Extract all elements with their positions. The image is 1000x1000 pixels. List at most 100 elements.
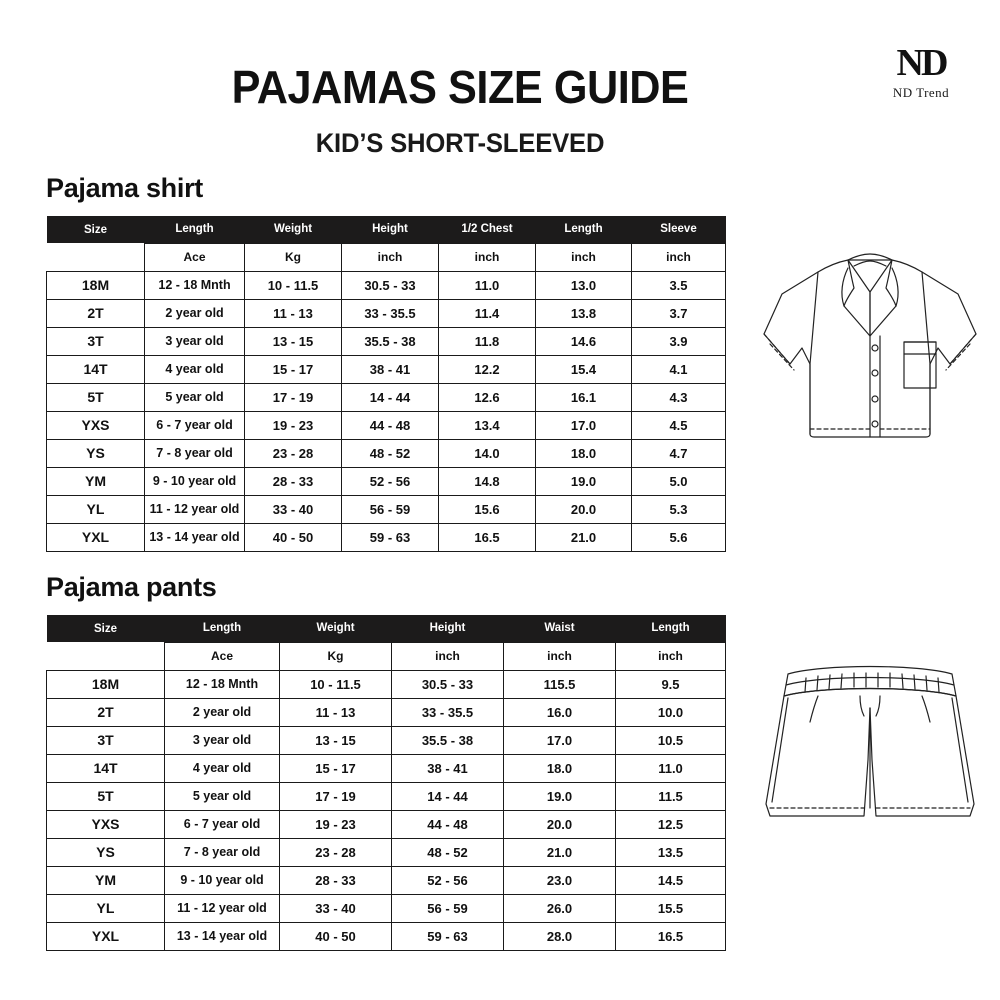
shirt-data-cell: 56 - 59 — [341, 494, 439, 524]
shirt-data-cell: 6 - 7 year old — [144, 410, 245, 440]
shirt-data-cell: 19 - 23 — [244, 410, 342, 440]
brand-logo: ND ND Trend — [866, 44, 976, 99]
pants-data-cell: 115.5 — [503, 669, 616, 699]
shirt-column-header: Size — [46, 216, 145, 243]
pants-data-cell: 33 - 40 — [279, 893, 392, 923]
pants-data-cell: 28.0 — [503, 921, 616, 951]
shirt-size-cell: 5T — [46, 382, 145, 412]
pants-data-cell: 35.5 - 38 — [391, 725, 504, 755]
pants-table-row: 18M 12 - 18 Mnth 10 - 11.5 30.5 - 33 115.5 9.… — [46, 669, 726, 699]
pants-table-head: Size Length Weight Height Waist Length — [46, 615, 726, 642]
pants-data-cell: 14.5 — [615, 865, 726, 895]
shirt-data-cell: 9 - 10 year old — [144, 466, 245, 496]
shirt-data-cell: 21.0 — [535, 522, 632, 552]
brand-monogram-icon: ND — [896, 42, 949, 84]
pants-data-cell: 9 - 10 year old — [164, 865, 280, 895]
shirt-data-cell: 13.0 — [535, 270, 632, 300]
pants-data-cell: 10.0 — [615, 697, 726, 727]
pants-data-cell: 9.5 — [615, 669, 726, 699]
shirt-data-cell: 13 - 15 — [244, 326, 342, 356]
pants-table-row: 5T 5 year old 17 - 19 14 - 44 19.0 11.5 — [46, 781, 726, 811]
pants-data-cell: 12.5 — [615, 809, 726, 839]
pajama-shirt-illustration — [752, 236, 988, 472]
shirt-data-cell: 18.0 — [535, 438, 632, 468]
shirt-data-cell: 11 - 13 — [244, 298, 342, 328]
shirt-data-cell: 16.5 — [438, 522, 536, 552]
pants-data-cell: 33 - 35.5 — [391, 697, 504, 727]
pants-data-cell: 11.0 — [615, 753, 726, 783]
pants-data-cell: 11.5 — [615, 781, 726, 811]
pants-size-cell: 3T — [46, 725, 165, 755]
shirt-data-cell: 11.0 — [438, 270, 536, 300]
pants-column-header: Size — [46, 615, 165, 642]
pants-column-header: Weight — [279, 615, 392, 642]
shirt-data-cell: 4.5 — [631, 410, 726, 440]
pants-table-row: YXL 13 - 14 year old 40 - 50 59 - 63 28.0 16.… — [46, 921, 726, 951]
pants-column-header: Length — [615, 615, 726, 642]
shirt-data-cell: 7 - 8 year old — [144, 438, 245, 468]
shirt-data-cell: 17 - 19 — [244, 382, 342, 412]
pants-table-row: YL 11 - 12 year old 33 - 40 56 - 59 26.0 15.5 — [46, 893, 726, 923]
pants-data-cell: 44 - 48 — [391, 809, 504, 839]
shirt-column-header: 1/2 Chest — [438, 216, 536, 243]
pants-data-cell: 7 - 8 year old — [164, 837, 280, 867]
pants-header-row: Size Length Weight Height Waist Length — [46, 615, 726, 642]
shirt-size-cell: 3T — [46, 326, 145, 356]
shirt-data-cell: 13.8 — [535, 298, 632, 328]
shirt-data-cell: 4.1 — [631, 354, 726, 384]
shirt-data-cell: 20.0 — [535, 494, 632, 524]
shirt-data-cell: 33 - 40 — [244, 494, 342, 524]
brand-name: ND Trend — [892, 85, 950, 100]
shirt-data-cell: 17.0 — [535, 410, 632, 440]
shirt-size-cell: 18M — [46, 270, 145, 300]
pants-table-body: Ace Kg inch inch inch 18M 12 - 18 Mnth 10 - 11.… — [46, 641, 726, 951]
shirt-column-header: Height — [341, 216, 439, 243]
shirt-header-row: Size Length Weight Height 1/2 Chest Length Sle… — [46, 216, 726, 243]
pajama-shirt-size-table: Size Length Weight Height 1/2 Chest Length Sle… — [46, 216, 726, 552]
pants-data-cell: 10.5 — [615, 725, 726, 755]
shirt-data-cell: 14.0 — [438, 438, 536, 468]
pants-data-cell: 28 - 33 — [279, 865, 392, 895]
shirt-table-row: 18M 12 - 18 Mnth 10 - 11.5 30.5 - 33 11.0 13.… — [46, 270, 726, 300]
shirt-column-header: Length — [144, 216, 245, 243]
shirt-unit-cell: Kg — [244, 242, 342, 272]
shirt-table-head: Size Length Weight Height 1/2 Chest Length Sle… — [46, 216, 726, 243]
shirt-units-row: Ace Kg inch inch inch inch — [46, 242, 726, 272]
shirt-table-row: YXL 13 - 14 year old 40 - 50 59 - 63 16.5 21.… — [46, 522, 726, 552]
pants-column-header: Waist — [503, 615, 616, 642]
shirt-data-cell: 3.5 — [631, 270, 726, 300]
shirt-table-row: YL 11 - 12 year old 33 - 40 56 - 59 15.6 20.0… — [46, 494, 726, 524]
pants-table-row: 3T 3 year old 13 - 15 35.5 - 38 17.0 10.5 — [46, 725, 726, 755]
shirt-size-cell: YS — [46, 438, 145, 468]
pants-data-cell: 23.0 — [503, 865, 616, 895]
shirt-size-cell: 14T — [46, 354, 145, 384]
shirt-unit-cell: Ace — [144, 242, 245, 272]
shirt-table-row: YS 7 - 8 year old 23 - 28 48 - 52 14.0 18.0 4.… — [46, 438, 726, 468]
pants-data-cell: 6 - 7 year old — [164, 809, 280, 839]
shirt-data-cell: 19.0 — [535, 466, 632, 496]
shirt-column-header: Sleeve — [631, 216, 726, 243]
pajama-shorts-illustration — [752, 648, 988, 870]
shirt-data-cell: 14.6 — [535, 326, 632, 356]
pants-size-cell: YXS — [46, 809, 165, 839]
pants-table-row: YXS 6 - 7 year old 19 - 23 44 - 48 20.0 12.5 — [46, 809, 726, 839]
shirt-data-cell: 10 - 11.5 — [244, 270, 342, 300]
shirt-data-cell: 11.4 — [438, 298, 536, 328]
pants-data-cell: 3 year old — [164, 725, 280, 755]
pants-data-cell: 4 year old — [164, 753, 280, 783]
shirt-data-cell: 52 - 56 — [341, 466, 439, 496]
pants-unit-cell: Ace — [164, 641, 280, 671]
shirt-data-cell: 33 - 35.5 — [341, 298, 439, 328]
shirt-data-cell: 40 - 50 — [244, 522, 342, 552]
pants-size-cell: 18M — [46, 669, 165, 699]
pants-unit-cell: inch — [503, 641, 616, 671]
shirt-data-cell: 11.8 — [438, 326, 536, 356]
pants-size-cell: YXL — [46, 921, 165, 951]
pants-data-cell: 23 - 28 — [279, 837, 392, 867]
pants-data-cell: 11 - 12 year old — [164, 893, 280, 923]
pants-data-cell: 17.0 — [503, 725, 616, 755]
pants-unit-cell — [46, 642, 165, 671]
shirt-column-header: Length — [535, 216, 632, 243]
shirt-table-row: 14T 4 year old 15 - 17 38 - 41 12.2 15.4 4.1 — [46, 354, 726, 384]
shirt-size-cell: YXS — [46, 410, 145, 440]
